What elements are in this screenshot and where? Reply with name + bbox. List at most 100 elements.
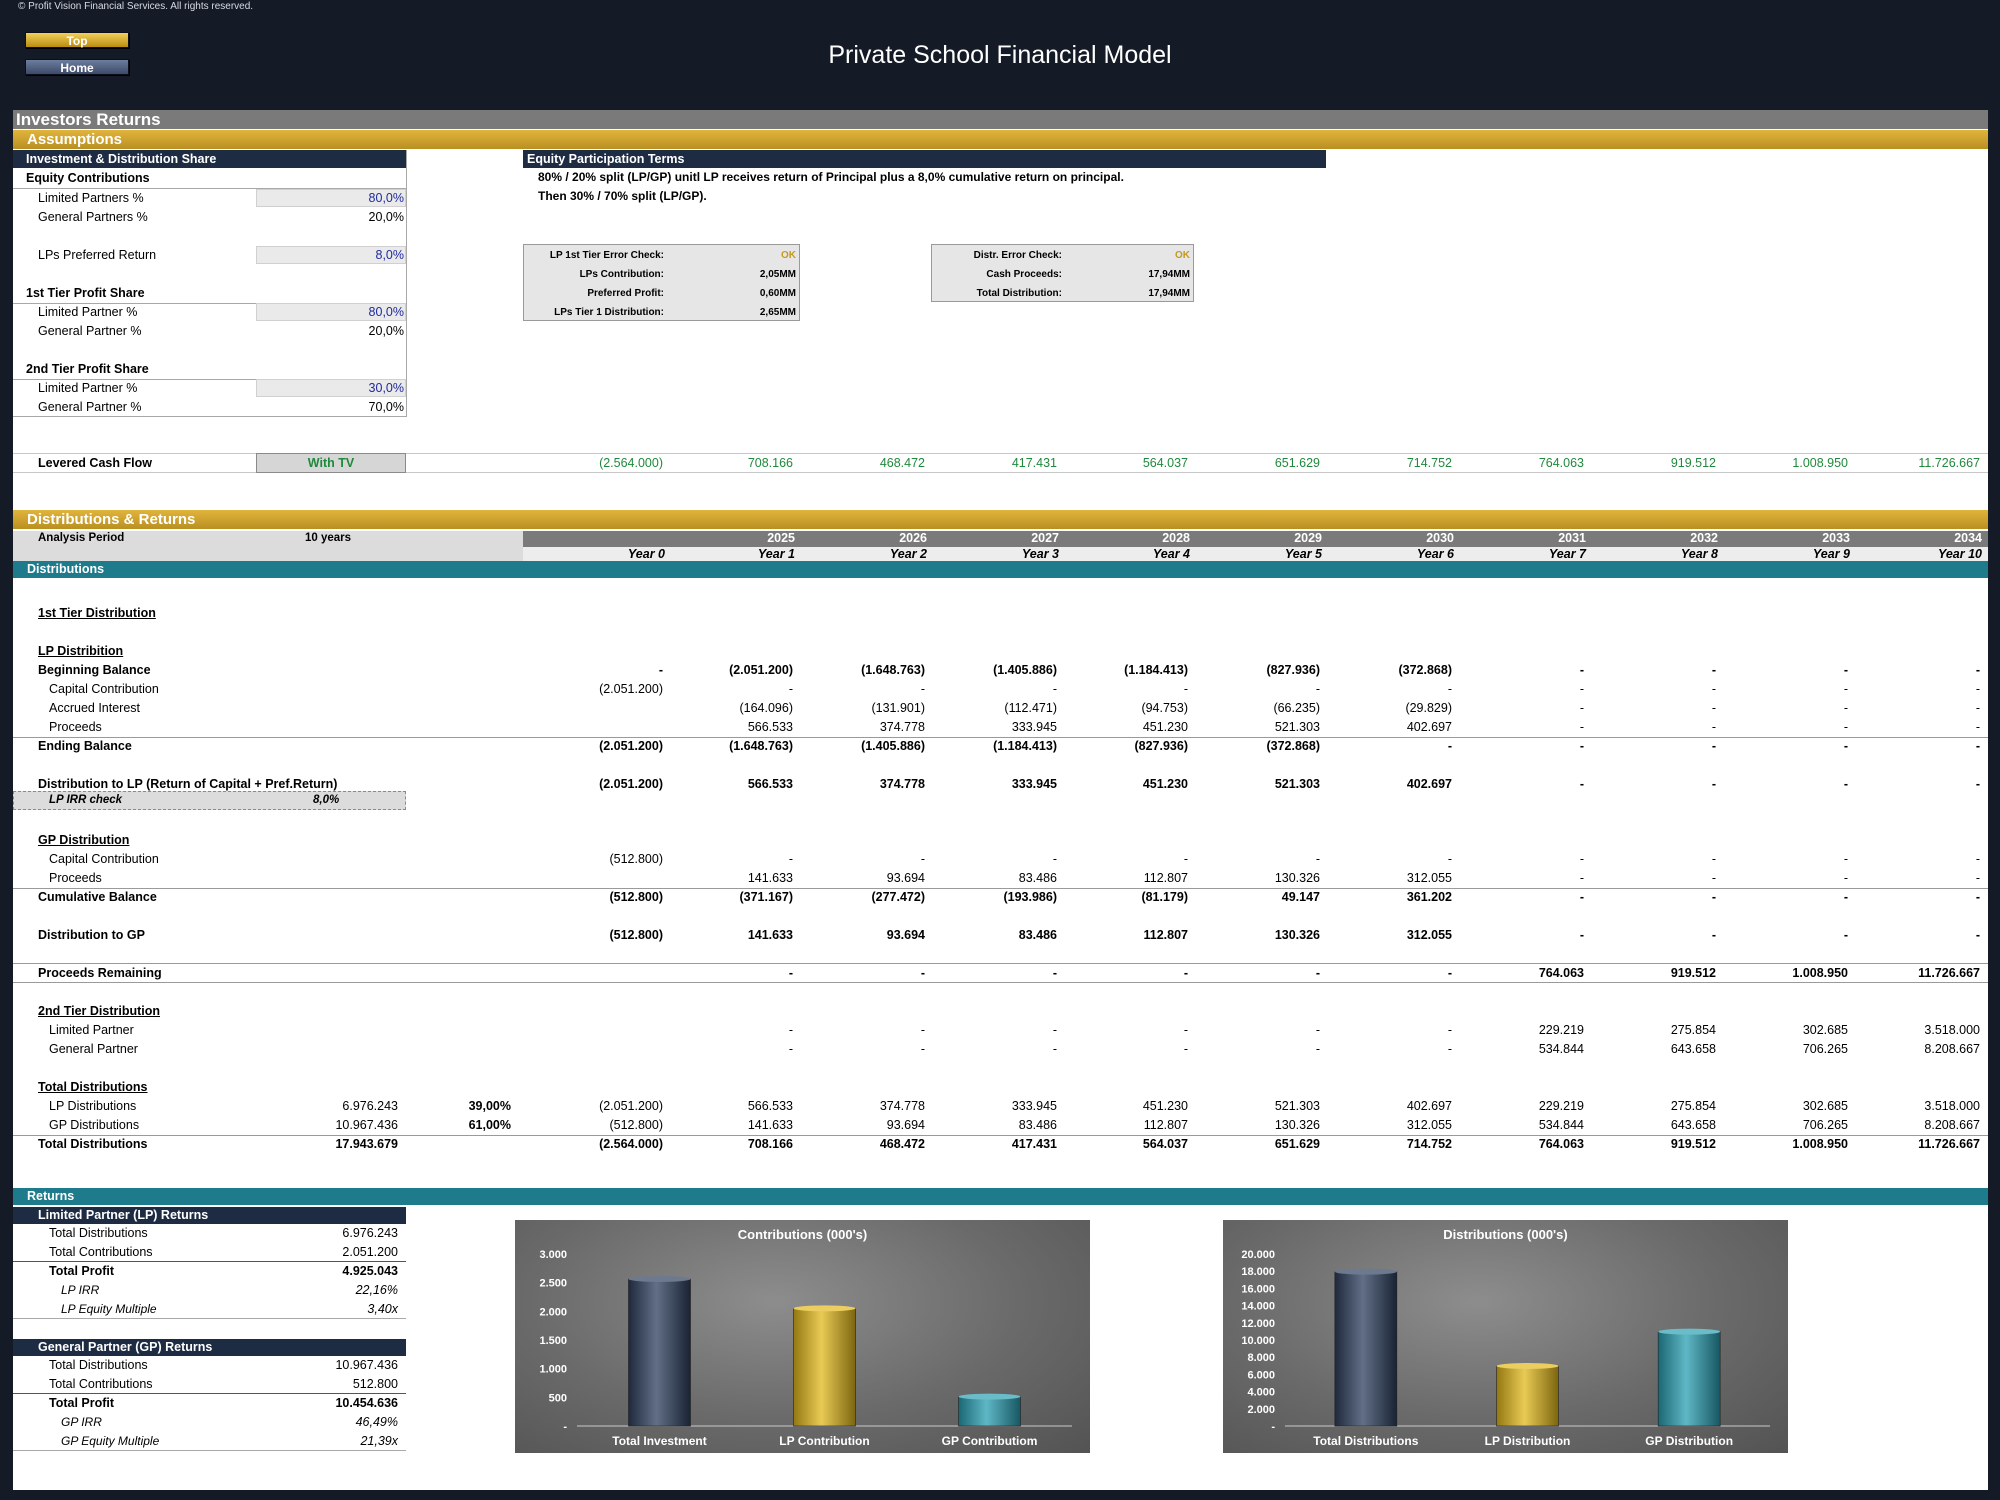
row-value: 534.844: [1538, 1042, 1584, 1056]
row-value: 83.486: [1018, 871, 1057, 885]
row-value: (371.167): [739, 890, 793, 904]
row-value: 714.752: [1406, 1137, 1452, 1151]
year-header-bar: [523, 531, 1988, 547]
home-button[interactable]: Home: [25, 59, 129, 75]
bar-cap: [958, 1393, 1021, 1400]
y-tick-label: 2.500: [539, 1278, 567, 1290]
row-value: (112.471): [1004, 701, 1057, 715]
total-distributions-total: 17.943.679: [335, 1137, 398, 1151]
row-value: 93.694: [886, 871, 925, 885]
row-value: 8.208.667: [1924, 1042, 1980, 1056]
top-button[interactable]: Top: [25, 32, 129, 48]
tier2-share-title: 2nd Tier Profit Share: [26, 362, 149, 376]
terms-header-text: Equity Participation Terms: [527, 152, 685, 166]
row-value: 643.658: [1670, 1118, 1716, 1132]
year-label-bar: [523, 547, 1988, 561]
year-header: 2027: [1031, 531, 1059, 545]
row-value: -: [920, 1023, 925, 1037]
lp-contrib-label: LPs Contribution:: [579, 269, 664, 280]
row-value: 333.945: [1011, 720, 1057, 734]
y-tick-label: 8.000: [1247, 1352, 1275, 1364]
row-value: 564.037: [1142, 1137, 1188, 1151]
row-value: 229.219: [1538, 1099, 1584, 1113]
row-value: 919.512: [1670, 966, 1716, 980]
row-value: 417.431: [1011, 1137, 1057, 1151]
contributions-chart: Contributions (000's) - 500 1.000 1.500 2.000…: [515, 1220, 1090, 1453]
year-header: 2026: [899, 531, 927, 545]
bar-cap: [1658, 1328, 1721, 1335]
row-value: 402.697: [1406, 777, 1452, 791]
row-value: -: [1315, 966, 1320, 980]
lp-irr-value: 22,16%: [355, 1283, 398, 1297]
lp-error-check-label: LP 1st Tier Error Check:: [549, 250, 664, 261]
y-tick-label: -: [1271, 1421, 1275, 1433]
row-value: 402.697: [1406, 720, 1452, 734]
row-value: -: [1579, 928, 1584, 942]
row-value: 141.633: [747, 928, 793, 942]
row-value: -: [1183, 852, 1188, 866]
cash-proceeds-label: Cash Proceeds:: [986, 269, 1062, 280]
year-label: Year 8: [1680, 547, 1718, 561]
tv-mode-select[interactable]: [256, 453, 406, 473]
t1-lp-input[interactable]: [256, 303, 406, 321]
row-label: General Partner: [49, 1042, 138, 1056]
row-label: Proceeds: [49, 871, 102, 885]
distributions-title: Distributions: [27, 562, 105, 576]
row-value: (512.800): [609, 890, 663, 904]
row-value: 49.147: [1281, 890, 1320, 904]
row-value: (512.800): [609, 1118, 663, 1132]
bar: [958, 1396, 1021, 1427]
worksheet: Investors Returns Assumptions Investment…: [13, 110, 1988, 1490]
row-value: -: [1579, 871, 1584, 885]
t2-lp-input[interactable]: [256, 379, 406, 397]
distributions-returns-title: Distributions & Returns: [27, 511, 196, 528]
row-value: (66.235): [1273, 701, 1320, 715]
row-value: (512.800): [609, 928, 663, 942]
row-value: -: [1579, 852, 1584, 866]
row-value: (827.936): [1266, 663, 1320, 677]
row-value: -: [788, 966, 793, 980]
row-value: 112.807: [1143, 928, 1189, 942]
row-value: 566.533: [747, 720, 793, 734]
year-header: 2029: [1294, 531, 1322, 545]
row-value: 374.778: [879, 720, 925, 734]
lp-multiple-value: 3,40x: [367, 1302, 398, 1316]
row-value: (2.051.200): [599, 682, 663, 696]
bar-cap: [628, 1275, 691, 1282]
chart-title: Contributions (000's): [738, 1227, 868, 1242]
row-value: 83.486: [1018, 928, 1057, 942]
row-value: -: [1711, 739, 1716, 753]
y-tick-label: 10.000: [1241, 1335, 1275, 1347]
lp-total-contrib-label: Total Contributions: [49, 1245, 153, 1259]
levered-value: 11.726.667: [1918, 456, 1980, 470]
row-value: -: [1579, 682, 1584, 696]
year-label: Year 5: [1284, 547, 1322, 561]
row-value: (372.868): [1266, 739, 1320, 753]
row-value: [538, 965, 663, 982]
levered-value: (2.564.000): [599, 456, 663, 470]
row-label: Capital Contribution: [49, 682, 159, 696]
row-value: -: [788, 1042, 793, 1056]
distributions-returns-bar: Distributions & Returns: [13, 510, 1988, 529]
row-value: 1.008.950: [1792, 966, 1848, 980]
row-value: (372.868): [1398, 663, 1452, 677]
row-value: -: [1711, 720, 1716, 734]
row-value: -: [1711, 682, 1716, 696]
gp-multiple-value: 21,39x: [360, 1434, 398, 1448]
y-tick-label: 4.000: [1247, 1387, 1275, 1399]
bar: [1657, 1331, 1721, 1427]
distributions-chart-svg: Distributions (000's) - 2.000 4.000 6.000 8.0…: [1241, 1227, 1770, 1448]
row-value: -: [788, 1023, 793, 1037]
assumptions-bar: Assumptions: [13, 130, 1988, 149]
row-value: 374.778: [879, 777, 925, 791]
terms-line-1: 80% / 20% split (LP/GP) unitl LP receive…: [538, 170, 1124, 184]
row-value: 468.472: [879, 1137, 925, 1151]
pref-return-input[interactable]: [256, 246, 406, 264]
row-value: -: [1975, 928, 1980, 942]
levered-value: 468.472: [879, 456, 925, 470]
lp-irr-check-cell: [13, 791, 406, 810]
gp-irr-label: GP IRR: [61, 1415, 102, 1429]
lp-pct-input[interactable]: [256, 189, 406, 207]
row-value: -: [1711, 890, 1716, 904]
row-value: -: [1975, 739, 1980, 753]
